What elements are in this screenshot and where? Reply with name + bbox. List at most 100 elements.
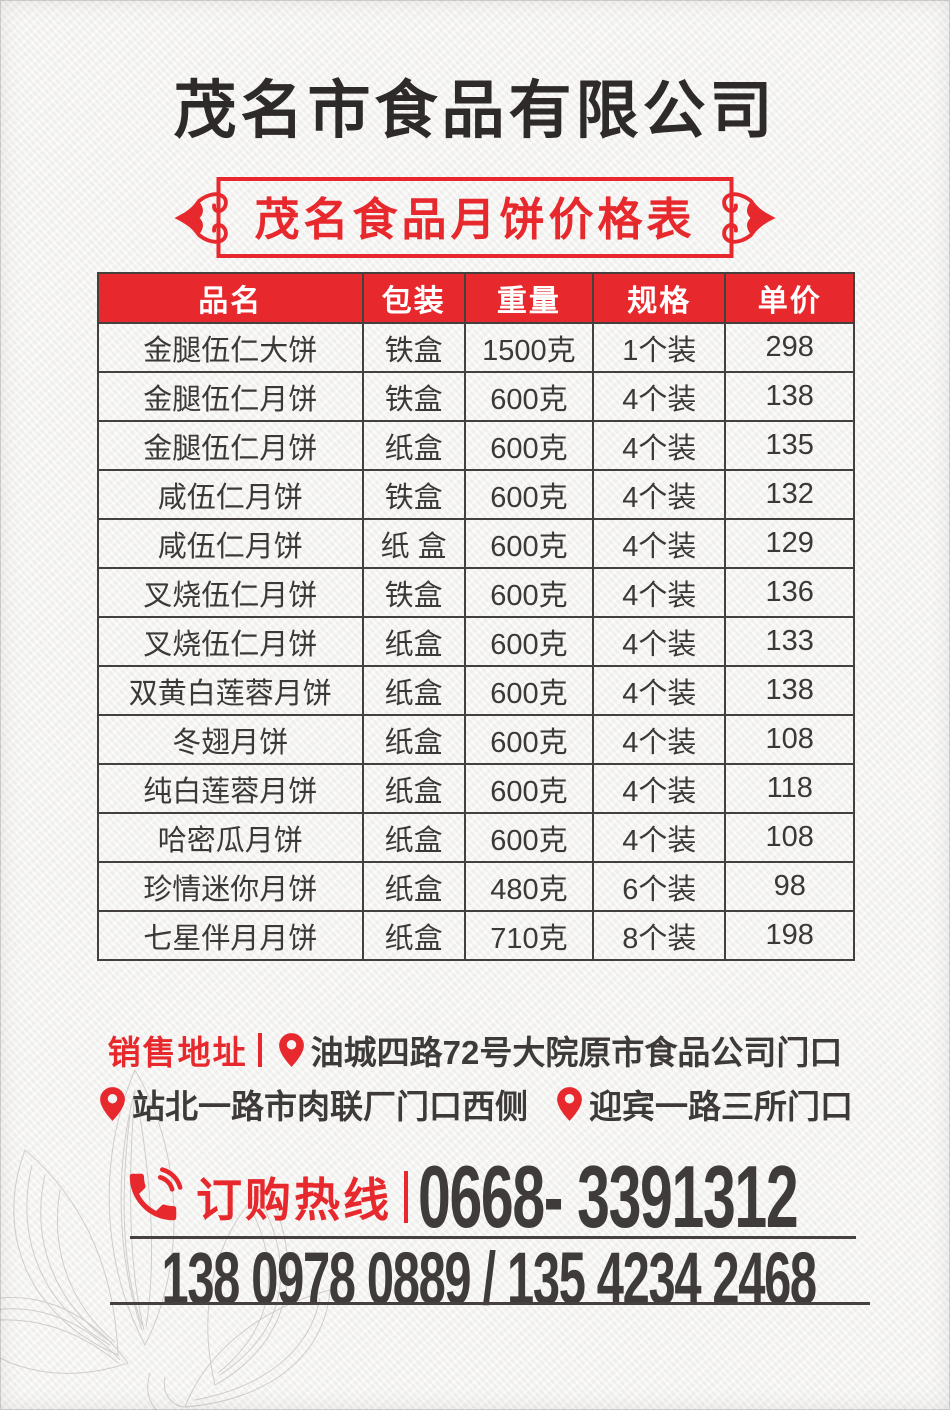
cell-product: 七星伴月月饼 bbox=[97, 910, 364, 961]
cell-price: 133 bbox=[724, 616, 855, 667]
cell-weight: 600克 bbox=[463, 763, 595, 814]
table-row: 七星伴月月饼 纸盒 710克 8个装 198 bbox=[97, 910, 855, 961]
divider-line bbox=[130, 1236, 856, 1239]
col-header-spec: 规格 bbox=[592, 272, 727, 324]
cell-packaging: 纸盒 bbox=[361, 861, 466, 912]
cell-weight: 480克 bbox=[463, 861, 595, 912]
cell-weight: 600克 bbox=[463, 616, 595, 667]
cell-spec: 4个装 bbox=[592, 469, 727, 520]
cell-weight: 1500克 bbox=[463, 322, 595, 373]
scroll-ornament-left-icon bbox=[174, 191, 228, 244]
price-table: 品名 包装 重量 规格 单价 金腿伍仁大饼 铁盒 1500克 1个装 298 金… bbox=[97, 272, 855, 961]
cell-spec: 6个装 bbox=[592, 861, 727, 912]
cell-product: 双黄白莲蓉月饼 bbox=[97, 665, 364, 716]
cell-spec: 4个装 bbox=[592, 371, 727, 422]
cell-spec: 1个装 bbox=[592, 322, 727, 373]
table-row: 双黄白莲蓉月饼 纸盒 600克 4个装 138 bbox=[97, 665, 855, 716]
cell-spec: 4个装 bbox=[592, 616, 727, 667]
cell-product: 金腿伍仁大饼 bbox=[97, 322, 364, 373]
cell-weight: 600克 bbox=[463, 812, 595, 863]
sales-address-line-1: 销售地址 油城四路72号大院原市食品公司门口 bbox=[0, 1026, 950, 1074]
cell-packaging: 纸盒 bbox=[361, 714, 466, 765]
col-header-price: 单价 bbox=[724, 272, 855, 324]
table-row: 金腿伍仁月饼 纸盒 600克 4个装 135 bbox=[97, 420, 855, 471]
cell-spec: 4个装 bbox=[592, 518, 727, 569]
cell-product: 金腿伍仁月饼 bbox=[97, 371, 364, 422]
cell-product: 纯白莲蓉月饼 bbox=[97, 763, 364, 814]
table-row: 金腿伍仁月饼 铁盒 600克 4个装 138 bbox=[97, 371, 855, 422]
cell-weight: 600克 bbox=[463, 665, 595, 716]
cell-price: 138 bbox=[724, 371, 855, 422]
scroll-ornament-right-icon bbox=[722, 191, 776, 244]
cell-weight: 600克 bbox=[463, 371, 595, 422]
cell-packaging: 纸盒 bbox=[361, 616, 466, 667]
cell-product: 金腿伍仁月饼 bbox=[97, 420, 364, 471]
cell-weight: 710克 bbox=[463, 910, 595, 961]
label-divider-bar bbox=[404, 1171, 408, 1223]
cell-price: 132 bbox=[724, 469, 855, 520]
address-text: 站北一路市肉联厂门口西侧 bbox=[132, 1088, 528, 1125]
divider-line bbox=[110, 1302, 870, 1305]
subtitle-banner: 茂名食品月饼价格表 bbox=[170, 177, 779, 258]
cell-packaging: 纸盒 bbox=[361, 420, 466, 471]
cell-packaging: 铁盒 bbox=[361, 469, 466, 520]
cell-price: 129 bbox=[724, 518, 855, 569]
map-pin-icon bbox=[100, 1087, 125, 1121]
cell-product: 珍情迷你月饼 bbox=[97, 861, 364, 912]
cell-spec: 4个装 bbox=[592, 420, 727, 471]
cell-packaging: 铁盒 bbox=[361, 322, 466, 373]
cell-weight: 600克 bbox=[463, 420, 595, 471]
map-pin-icon bbox=[278, 1033, 304, 1067]
cell-product: 哈密瓜月饼 bbox=[97, 812, 364, 863]
sales-address-line-2: 站北一路市肉联厂门口西侧 迎宾一路三所门口 bbox=[0, 1080, 950, 1128]
cell-packaging: 纸盒 bbox=[361, 665, 466, 716]
cell-product: 咸伍仁月饼 bbox=[97, 518, 364, 569]
subtitle-box: 茂名食品月饼价格表 bbox=[216, 177, 734, 258]
cell-price: 108 bbox=[724, 714, 855, 765]
cell-price: 108 bbox=[724, 812, 855, 863]
cell-product: 叉烧伍仁月饼 bbox=[97, 567, 364, 618]
table-row: 咸伍仁月饼 铁盒 600克 4个装 132 bbox=[97, 469, 855, 520]
table-row: 金腿伍仁大饼 铁盒 1500克 1个装 298 bbox=[97, 322, 855, 373]
cell-weight: 600克 bbox=[463, 714, 595, 765]
table-row: 纯白莲蓉月饼 纸盒 600克 4个装 118 bbox=[97, 763, 855, 814]
address-text: 油城四路72号大院原市食品公司门口 bbox=[310, 1034, 843, 1071]
col-header-packaging: 包装 bbox=[361, 272, 466, 324]
lotus-lineart-decoration bbox=[0, 1068, 331, 1410]
table-row: 叉烧伍仁月饼 纸盒 600克 4个装 133 bbox=[97, 616, 855, 667]
label-divider-bar bbox=[257, 1033, 262, 1067]
cell-packaging: 纸盒 bbox=[361, 812, 466, 863]
table-row: 哈密瓜月饼 纸盒 600克 4个装 108 bbox=[97, 812, 855, 863]
cell-weight: 600克 bbox=[463, 469, 595, 520]
cell-price: 298 bbox=[724, 322, 855, 373]
cell-price: 198 bbox=[724, 910, 855, 961]
cell-packaging: 纸盒 bbox=[361, 763, 466, 814]
table-row: 叉烧伍仁月饼 铁盒 600克 4个装 136 bbox=[97, 567, 855, 618]
company-title: 茂名市食品有限公司 bbox=[173, 76, 777, 146]
cell-price: 135 bbox=[724, 420, 855, 471]
cell-price: 136 bbox=[724, 567, 855, 618]
cell-spec: 4个装 bbox=[592, 812, 727, 863]
cell-spec: 4个装 bbox=[592, 763, 727, 814]
cell-packaging: 铁盒 bbox=[361, 567, 466, 618]
hotline-label: 订购热线 bbox=[196, 1174, 392, 1226]
cell-price: 98 bbox=[724, 861, 855, 912]
cell-spec: 4个装 bbox=[592, 567, 727, 618]
cell-price: 138 bbox=[724, 665, 855, 716]
table-row: 咸伍仁月饼 纸 盒 600克 4个装 129 bbox=[97, 518, 855, 569]
address-text: 迎宾一路三所门口 bbox=[589, 1088, 853, 1125]
table-header-row: 品名 包装 重量 规格 单价 bbox=[97, 272, 855, 324]
cell-product: 冬翅月饼 bbox=[97, 714, 364, 765]
order-hotline-row: 订购热线 0668- 3391312 bbox=[122, 1153, 950, 1241]
cell-packaging: 纸 盒 bbox=[361, 518, 466, 569]
hotline-phone-main: 0668- 3391312 bbox=[418, 1147, 799, 1246]
col-header-weight: 重量 bbox=[463, 272, 595, 324]
cell-spec: 8个装 bbox=[592, 910, 727, 961]
cell-product: 咸伍仁月饼 bbox=[97, 469, 364, 520]
cell-weight: 600克 bbox=[463, 567, 595, 618]
subtitle-text: 茂名食品月饼价格表 bbox=[254, 194, 696, 245]
col-header-product: 品名 bbox=[97, 272, 364, 324]
cell-spec: 4个装 bbox=[592, 714, 727, 765]
sales-address-label: 销售地址 bbox=[107, 1034, 248, 1071]
